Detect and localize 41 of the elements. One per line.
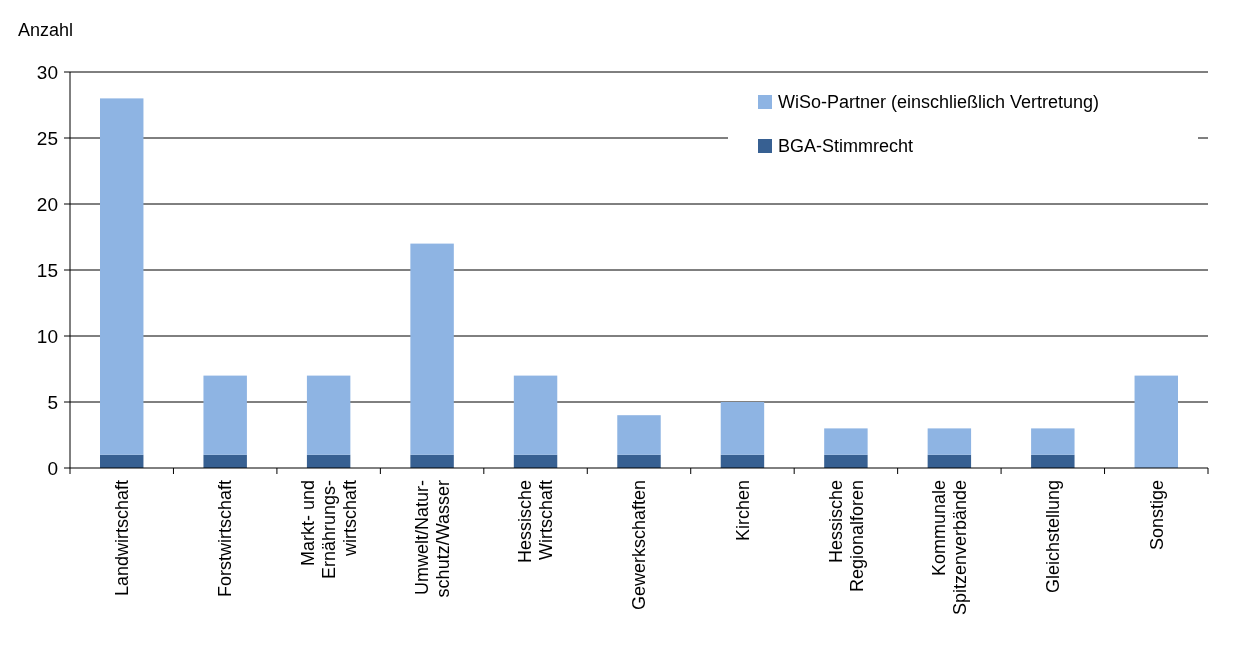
bar <box>720 454 765 468</box>
legend-label: WiSo-Partner (einschließlich Vertretung) <box>778 92 1100 113</box>
bar <box>306 454 351 468</box>
x-tick-label: Markt- und Ernährungs- wirtschaft <box>297 480 360 580</box>
bar <box>203 454 247 468</box>
x-tick-label: Landwirtschaft <box>112 480 133 597</box>
y-tick-label: 10 <box>36 325 58 347</box>
bar <box>1031 454 1075 468</box>
bar <box>1031 428 1075 455</box>
bar <box>927 428 972 455</box>
x-tick-label: Hessische Regionalforen <box>825 480 867 593</box>
x-tick-label: Forstwirtschaft <box>215 480 236 598</box>
bar <box>927 454 972 468</box>
bar <box>513 454 558 468</box>
bar <box>100 454 144 468</box>
y-tick-label: 20 <box>36 193 58 215</box>
bar <box>513 375 558 455</box>
bar <box>1134 375 1178 468</box>
x-tick-label: Kommunale Spitzenverbände <box>929 480 971 616</box>
bar <box>410 243 454 455</box>
y-tick-label: 30 <box>36 61 58 83</box>
y-tick-label: 5 <box>47 391 58 413</box>
bar <box>720 402 765 455</box>
bar <box>824 454 868 468</box>
bar <box>100 98 144 455</box>
x-tick-label: Hessische Wirtschaft <box>515 480 557 564</box>
bar <box>617 454 661 468</box>
bar <box>824 428 868 455</box>
y-tick-label: 0 <box>47 457 58 479</box>
legend-label: BGA-Stimmrecht <box>778 136 914 157</box>
x-tick-label: Kirchen <box>732 480 753 542</box>
y-axis-title: Anzahl <box>18 20 74 40</box>
bar <box>410 454 454 468</box>
x-tick-label: Sonstige <box>1146 480 1167 551</box>
x-tick-label: Gewerkschaften <box>629 480 650 611</box>
bar <box>617 415 661 455</box>
y-tick-label: 25 <box>36 127 58 149</box>
bar <box>203 375 247 455</box>
bar <box>306 375 351 455</box>
y-tick-label: 15 <box>36 259 58 281</box>
x-tick-label: Gleichstellung <box>1043 480 1064 594</box>
